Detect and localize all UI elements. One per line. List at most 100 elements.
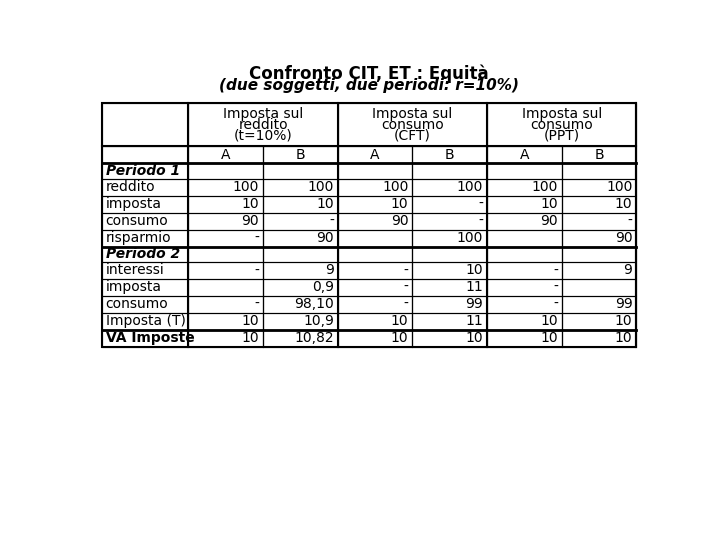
Text: consumo: consumo <box>106 297 168 311</box>
Bar <box>263 247 338 262</box>
Bar <box>562 213 636 230</box>
Text: (due soggetti, due periodi: r=10%): (due soggetti, due periodi: r=10%) <box>219 78 519 93</box>
Text: B: B <box>594 148 604 162</box>
Bar <box>263 164 338 179</box>
Text: Periodo 1: Periodo 1 <box>106 164 179 178</box>
Text: Imposta (T): Imposta (T) <box>106 314 185 328</box>
Bar <box>338 146 413 164</box>
Text: (CFT): (CFT) <box>394 129 431 143</box>
Bar <box>562 296 636 313</box>
Text: Imposta sul: Imposta sul <box>223 107 303 121</box>
Bar <box>413 313 487 330</box>
Bar <box>413 146 487 164</box>
Text: 10: 10 <box>540 314 558 328</box>
Bar <box>189 313 263 330</box>
Text: 100: 100 <box>606 180 632 194</box>
Bar <box>413 330 487 347</box>
Bar <box>487 213 562 230</box>
Bar <box>102 230 189 247</box>
Bar <box>413 179 487 195</box>
Text: consumo: consumo <box>531 118 593 132</box>
Bar <box>562 262 636 279</box>
Text: 9: 9 <box>624 264 632 278</box>
Text: 10: 10 <box>391 197 408 211</box>
Text: B: B <box>445 148 454 162</box>
Bar <box>189 230 263 247</box>
Text: Imposta sul: Imposta sul <box>372 107 453 121</box>
Bar <box>189 213 263 230</box>
Bar <box>413 296 487 313</box>
Bar <box>102 179 189 195</box>
Text: 10: 10 <box>391 314 408 328</box>
Bar <box>189 103 338 146</box>
Text: Imposta sul: Imposta sul <box>521 107 602 121</box>
Bar <box>487 262 562 279</box>
Text: -: - <box>254 297 259 311</box>
Text: 10: 10 <box>242 314 259 328</box>
Text: -: - <box>254 231 259 245</box>
Text: -: - <box>404 280 408 294</box>
Text: risparmio: risparmio <box>106 231 171 245</box>
Bar <box>338 330 413 347</box>
Bar <box>487 230 562 247</box>
Text: -: - <box>404 297 408 311</box>
Bar <box>562 330 636 347</box>
Bar <box>413 247 487 262</box>
Bar <box>263 330 338 347</box>
Text: 90: 90 <box>316 231 334 245</box>
Bar <box>263 179 338 195</box>
Text: -: - <box>628 214 632 228</box>
Text: 100: 100 <box>456 231 483 245</box>
Text: 11: 11 <box>465 314 483 328</box>
Text: Confronto CIT, ET : Equità: Confronto CIT, ET : Equità <box>249 65 489 83</box>
Text: 99: 99 <box>615 297 632 311</box>
Bar <box>263 296 338 313</box>
Text: 10: 10 <box>540 331 558 345</box>
Text: reddito: reddito <box>106 180 155 194</box>
Text: -: - <box>553 280 558 294</box>
Bar <box>413 164 487 179</box>
Bar <box>562 230 636 247</box>
Bar <box>102 330 189 347</box>
Text: 10: 10 <box>540 197 558 211</box>
Bar <box>102 213 189 230</box>
Text: 10: 10 <box>615 331 632 345</box>
Text: 90: 90 <box>615 231 632 245</box>
Bar <box>189 164 263 179</box>
Bar <box>413 230 487 247</box>
Bar <box>189 146 263 164</box>
Text: 10,9: 10,9 <box>303 314 334 328</box>
Text: A: A <box>221 148 230 162</box>
Text: 10,82: 10,82 <box>294 331 334 345</box>
Bar <box>338 247 413 262</box>
Bar <box>189 195 263 213</box>
Text: A: A <box>520 148 529 162</box>
Bar <box>562 279 636 296</box>
Bar <box>487 313 562 330</box>
Bar <box>102 195 189 213</box>
Bar <box>562 146 636 164</box>
Bar <box>338 262 413 279</box>
Text: -: - <box>404 264 408 278</box>
Text: VA Imposte: VA Imposte <box>106 331 194 345</box>
Bar <box>263 313 338 330</box>
Bar <box>102 262 189 279</box>
Text: B: B <box>296 148 305 162</box>
Bar <box>102 103 636 347</box>
Text: 10: 10 <box>391 331 408 345</box>
Bar <box>338 313 413 330</box>
Bar <box>487 179 562 195</box>
Bar <box>338 279 413 296</box>
Text: -: - <box>478 214 483 228</box>
Text: imposta: imposta <box>106 280 161 294</box>
Bar <box>263 262 338 279</box>
Bar <box>562 195 636 213</box>
Text: 100: 100 <box>382 180 408 194</box>
Bar <box>338 230 413 247</box>
Text: -: - <box>478 197 483 211</box>
Text: 90: 90 <box>540 214 558 228</box>
Text: (t=10%): (t=10%) <box>234 129 292 143</box>
Bar <box>263 195 338 213</box>
Bar <box>102 103 189 146</box>
Text: 90: 90 <box>242 214 259 228</box>
